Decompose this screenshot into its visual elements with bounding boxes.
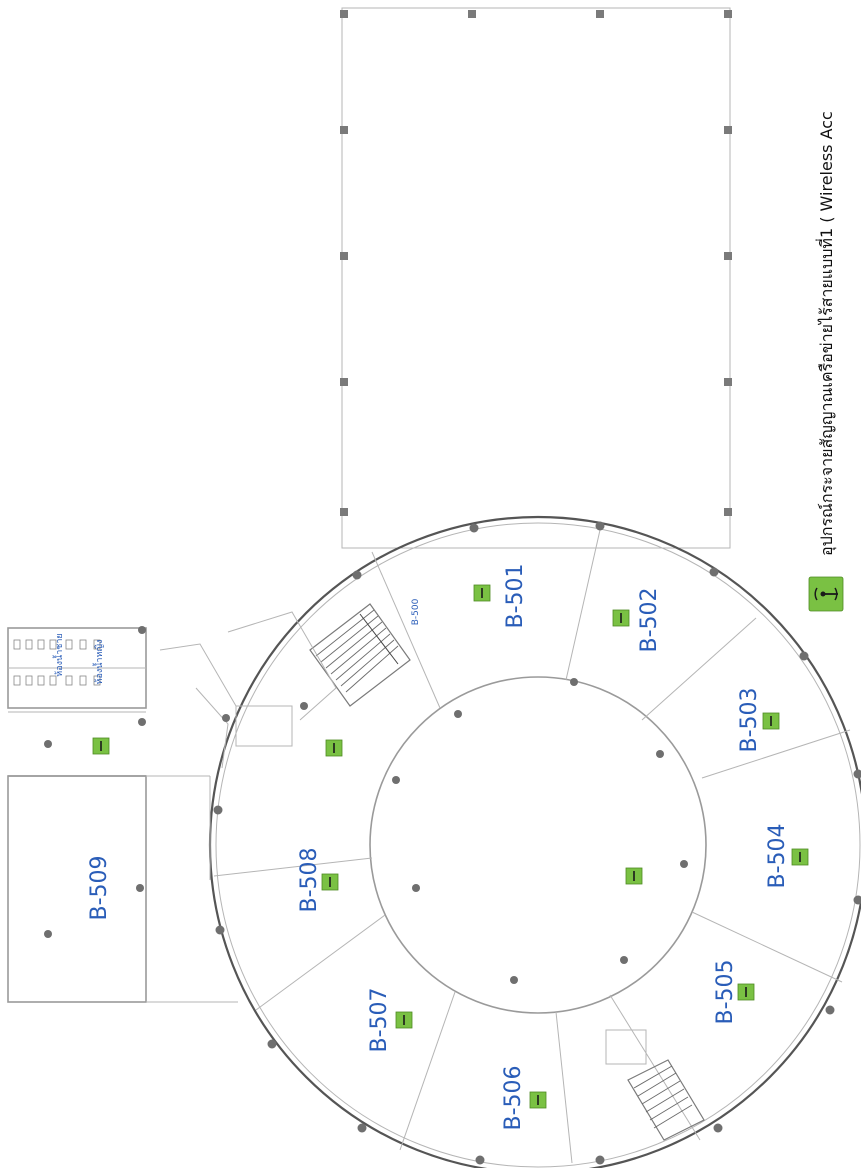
wireless-access-point-icon	[395, 1011, 413, 1029]
access-points	[92, 584, 809, 1109]
hall-column	[596, 10, 604, 18]
stair-south	[605, 1029, 705, 1141]
wireless-access-point-icon	[612, 609, 630, 627]
open-hall-outline	[341, 7, 731, 549]
service-core	[159, 611, 337, 769]
room-label-b505: B-505	[713, 959, 738, 1024]
wireless-access-point-icon	[737, 983, 755, 1001]
wireless-access-point-icon	[92, 737, 110, 755]
restroom-label-female: ห้องน้ำหญิง	[92, 640, 105, 685]
restroom-fixtures	[13, 639, 101, 686]
legend-wireless-access-point-icon	[808, 576, 844, 612]
left-wing	[7, 627, 238, 1003]
rotunda-outer-wall-inner-line	[215, 522, 861, 1168]
legend-text: อุปกรณ์กระจายสัญญาณเครือข่ายไร้สายแบบที่…	[815, 111, 837, 556]
hall-column	[340, 252, 348, 260]
wireless-access-point-icon	[625, 867, 643, 885]
hall-column	[340, 10, 348, 18]
structural-columns	[44, 521, 861, 1165]
stair-north	[309, 603, 411, 707]
hall-column	[340, 126, 348, 134]
room-label-b504: B-504	[765, 823, 790, 888]
room-label-b509: B-509	[87, 855, 112, 920]
room-label-b501: B-501	[503, 563, 528, 628]
room-label-b507: B-507	[367, 987, 392, 1052]
room-label-b502: B-502	[637, 587, 662, 652]
hall-column	[724, 508, 732, 516]
hall-column	[340, 508, 348, 516]
hall-column	[468, 10, 476, 18]
wireless-access-point-icon	[473, 584, 491, 602]
room-label-b506: B-506	[501, 1065, 526, 1130]
wireless-access-point-icon	[762, 712, 780, 730]
wireless-access-point-icon	[529, 1091, 547, 1109]
hall-column	[340, 378, 348, 386]
room-label-b500: B-500	[411, 598, 421, 625]
hall-column	[724, 10, 732, 18]
hall-column	[724, 378, 732, 386]
hall-column	[724, 252, 732, 260]
hall-column	[724, 126, 732, 134]
legend: อุปกรณ์กระจายสัญญาณเครือข่ายไร้สายแบบที่…	[808, 111, 844, 612]
wireless-access-point-icon	[791, 848, 809, 866]
wireless-access-point-icon	[321, 873, 339, 891]
restroom-label-male: ห้องน้ำชาย	[52, 633, 65, 676]
room-label-b503: B-503	[737, 687, 762, 752]
wireless-access-point-icon	[325, 739, 343, 757]
room-label-b508: B-508	[297, 847, 322, 912]
rotunda-inner-ring	[369, 676, 707, 1014]
radial-partitions	[213, 529, 851, 1164]
